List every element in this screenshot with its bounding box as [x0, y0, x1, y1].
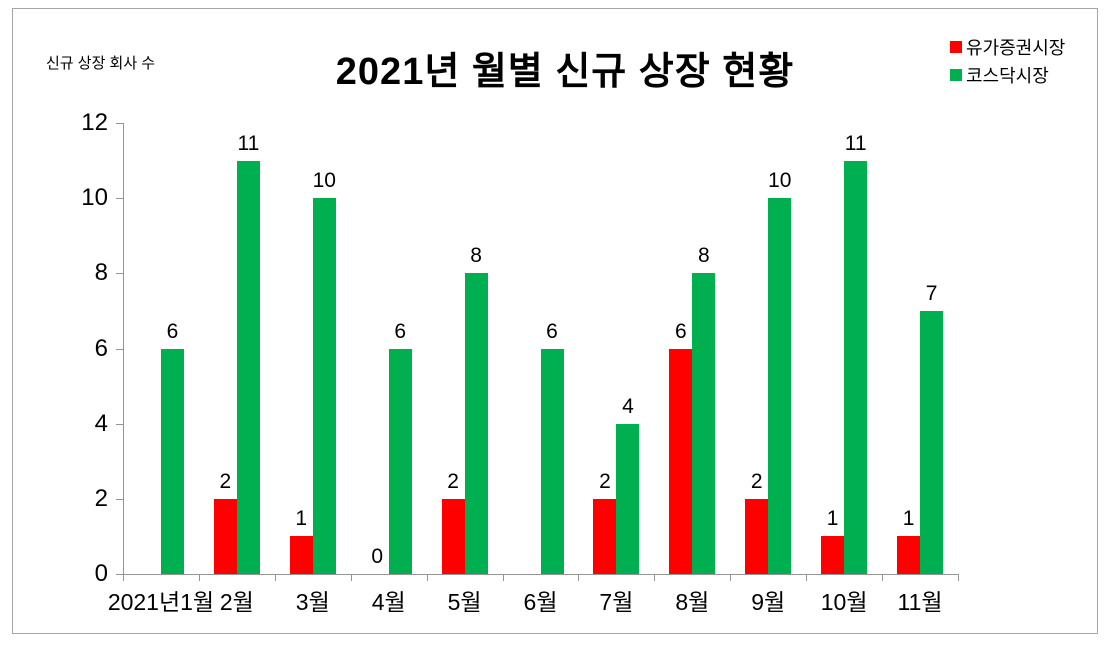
bar-kosdaq [920, 310, 944, 574]
bar-value-label: 6 [166, 319, 179, 343]
bar-kospi [213, 498, 237, 574]
bar-value-label: 4 [622, 394, 634, 418]
bar-kosdaq [540, 348, 564, 574]
bar-value-label: 8 [470, 244, 482, 268]
x-tick [882, 574, 884, 581]
x-axis-label: 3월 [295, 589, 330, 615]
y-tick [116, 423, 123, 425]
x-tick [578, 574, 580, 581]
x-axis-line [123, 574, 958, 575]
bar-kosdaq [616, 423, 640, 574]
x-tick [123, 574, 124, 581]
bar-value-label: 10 [312, 169, 336, 193]
x-tick [274, 574, 276, 581]
x-tick [350, 574, 352, 581]
x-axis-label: 5월 [447, 589, 482, 615]
legend-label: 코스닥시장 [966, 66, 1049, 86]
y-tick [116, 198, 123, 200]
bar-kosdaq [388, 348, 412, 574]
bar-value-label: 11 [844, 131, 867, 155]
bar-kospi [821, 536, 845, 574]
x-tick [426, 574, 428, 581]
bar-value-label: 6 [394, 319, 407, 343]
bar-kosdaq [160, 348, 184, 574]
bar-value-label: 7 [925, 281, 938, 305]
bar-kosdaq [464, 273, 488, 574]
bar-value-label: 0 [371, 545, 384, 568]
bar-kosdaq [692, 273, 716, 574]
bar-kospi [593, 498, 617, 574]
bar-kosdaq [236, 160, 260, 574]
bar-kospi [897, 536, 921, 574]
x-tick [198, 574, 200, 581]
y-axis-unit-label: 신규 상장 회사 수 [46, 55, 156, 72]
bar-value-label: 2 [599, 469, 611, 493]
bar-kospi [669, 348, 693, 574]
y-axis-line [123, 123, 124, 574]
legend-swatch-kosdaq [950, 69, 962, 81]
x-tick [730, 574, 732, 581]
x-axis-label: 10월 [820, 589, 868, 615]
y-tick-label: 4 [94, 409, 108, 437]
x-tick [958, 574, 959, 581]
bar-value-label: 8 [697, 244, 710, 268]
y-tick-label: 10 [81, 184, 108, 212]
bar-value-label: 2 [750, 469, 763, 493]
y-tick [116, 498, 123, 500]
bar-kosdaq [844, 160, 868, 574]
bar-value-label: 6 [546, 319, 558, 343]
bar-kosdaq [768, 198, 792, 574]
x-axis-label: 9월 [751, 589, 786, 615]
x-axis-label: 7월 [599, 589, 634, 615]
bar-value-label: 1 [295, 507, 308, 531]
x-axis-label: 8월 [675, 589, 710, 615]
bar-value-label: 6 [674, 319, 687, 343]
legend-item: 유가증권시장 [950, 33, 1065, 61]
chart-title: 2021년 월별 신규 상장 현황 [335, 51, 795, 93]
y-tick-label: 8 [94, 259, 108, 287]
y-tick [116, 574, 123, 575]
x-tick [806, 574, 808, 581]
bar-kospi [441, 498, 465, 574]
bar-kosdaq [312, 198, 336, 574]
bar-kospi [745, 498, 769, 574]
x-tick [502, 574, 504, 581]
y-tick-label: 2 [94, 484, 108, 512]
y-tick-label: 0 [94, 560, 108, 587]
legend-swatch-kospi [950, 41, 962, 53]
x-axis-label: 2월 [219, 589, 254, 615]
bar-value-label: 2 [447, 469, 459, 493]
y-tick-label: 6 [94, 334, 108, 362]
bar-value-label: 1 [902, 507, 915, 531]
bar-value-label: 10 [768, 169, 792, 193]
y-tick [116, 123, 123, 124]
y-tick [116, 273, 123, 275]
x-axis-label: 4월 [371, 589, 406, 615]
bar-kospi [289, 536, 313, 574]
bar-value-label: 2 [219, 469, 232, 493]
y-tick-label: 12 [81, 109, 108, 136]
bar-value-label: 1 [826, 507, 839, 531]
x-tick [654, 574, 656, 581]
legend-label: 유가증권시장 [966, 38, 1066, 58]
y-tick [116, 348, 123, 350]
legend-item: 코스닥시장 [950, 61, 1065, 89]
x-axis-label: 6월 [523, 589, 558, 615]
x-axis-label: 2021년1월 [107, 589, 215, 615]
bar-value-label: 11 [237, 131, 260, 155]
x-axis-label: 11월 [897, 589, 943, 615]
